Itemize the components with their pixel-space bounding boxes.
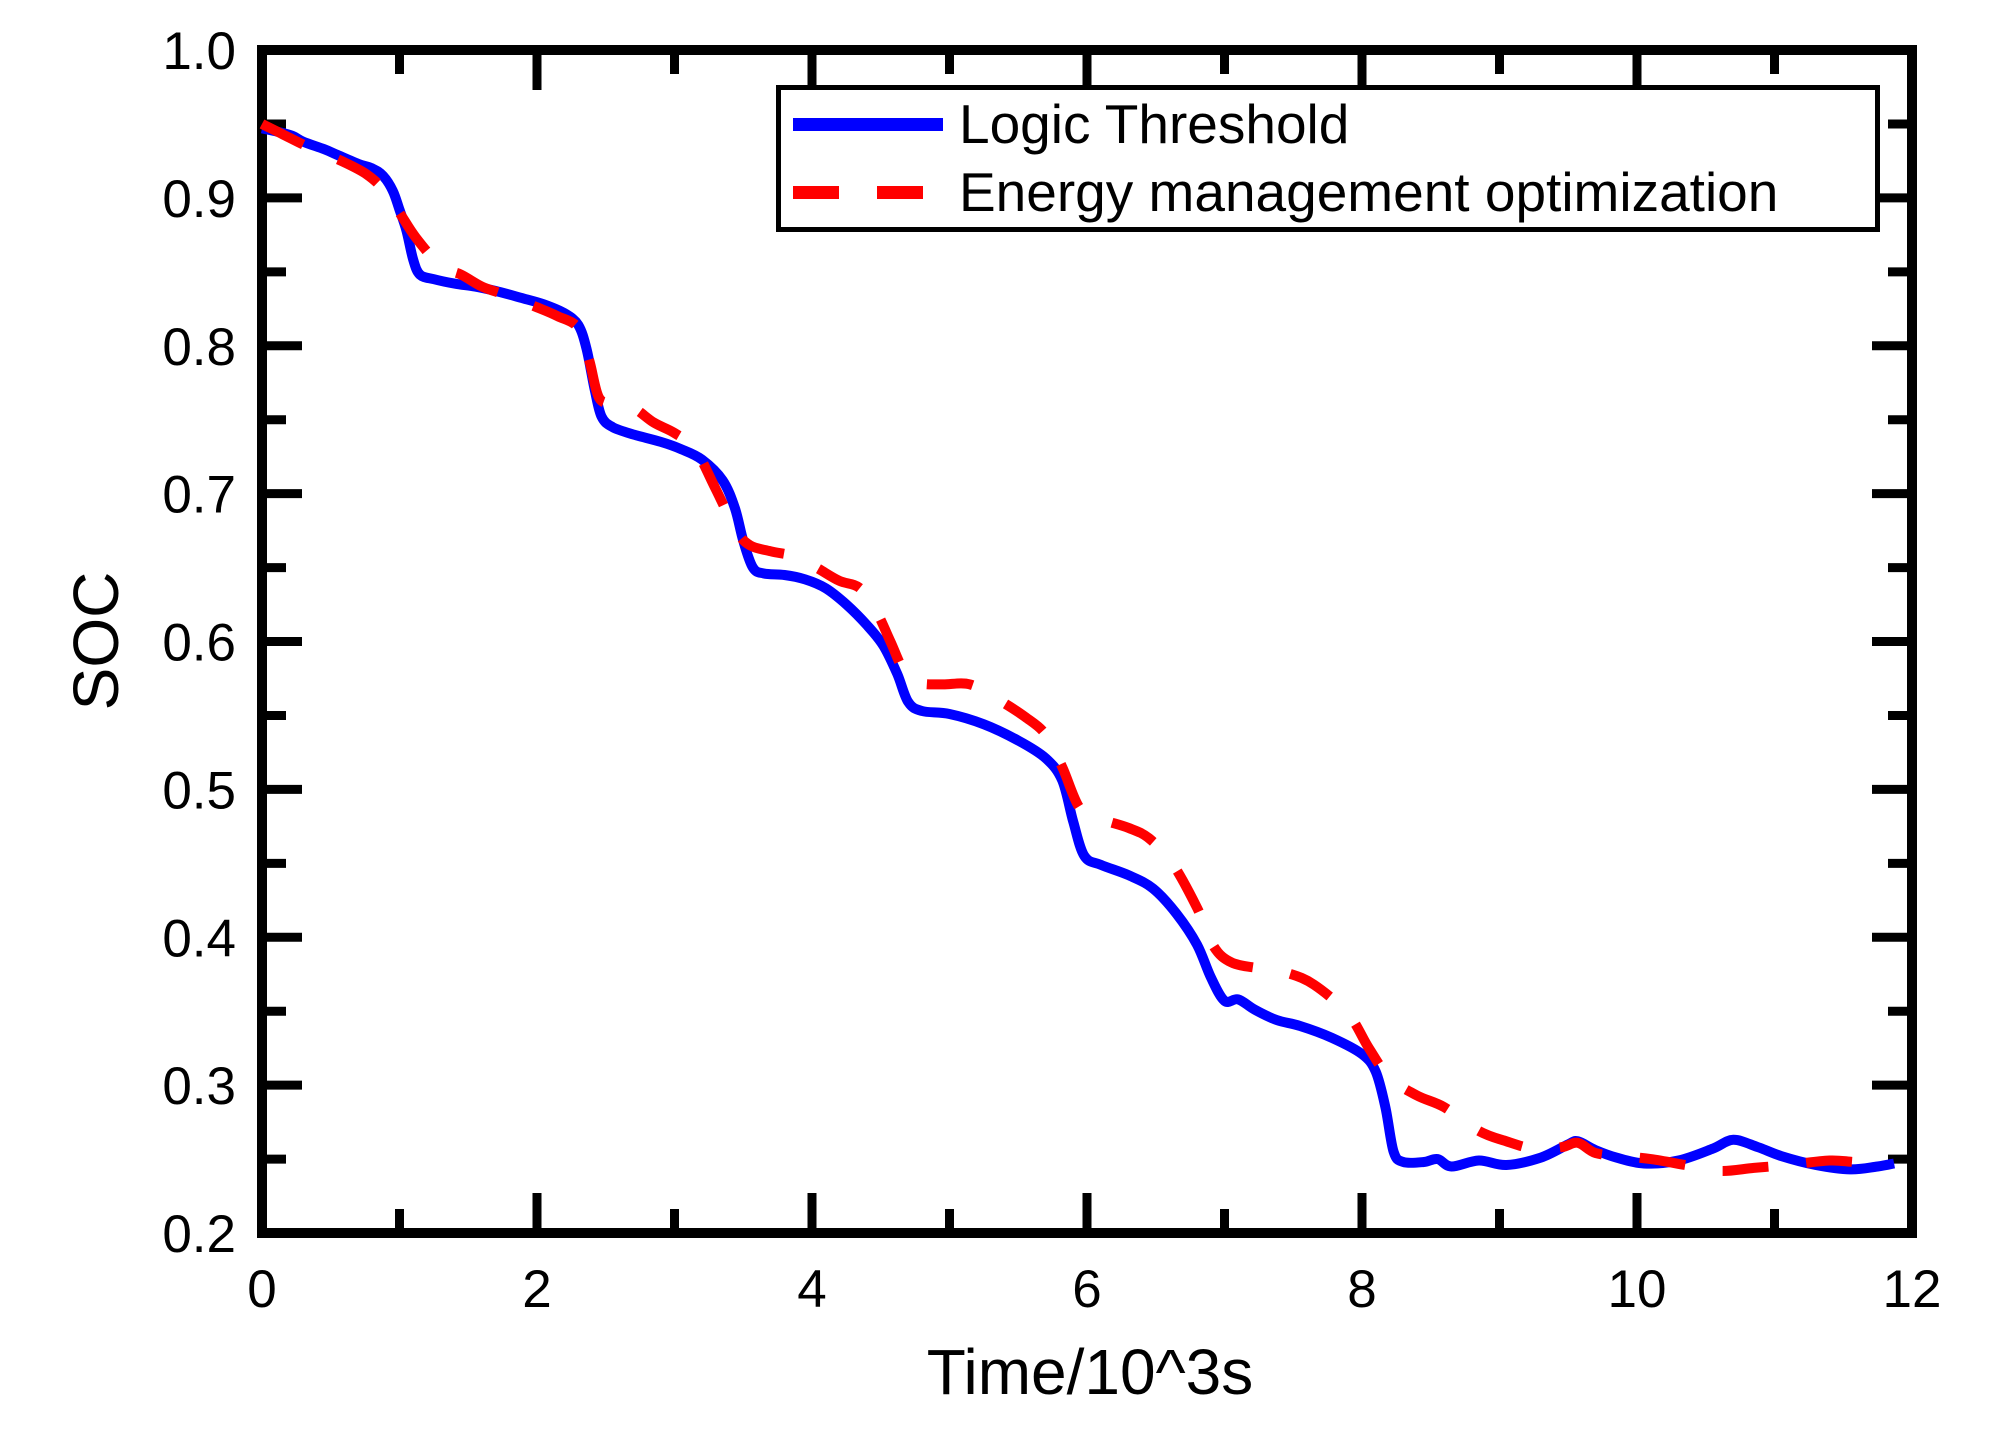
- y-tick-label: 0.5: [162, 761, 236, 820]
- x-tick-label: 12: [1883, 1260, 1942, 1319]
- legend-item-energy-management: Energy management optimization: [793, 159, 1875, 227]
- y-tick-label: 0.6: [162, 614, 236, 673]
- y-axis-title: SOC: [60, 571, 132, 711]
- y-tick-label: 0.4: [162, 909, 236, 968]
- legend: Logic Threshold Energy management optimi…: [776, 85, 1880, 232]
- axis-frame: [257, 45, 1917, 1238]
- x-tick-label: 2: [522, 1260, 551, 1319]
- x-tick-label: 0: [247, 1260, 276, 1319]
- x-axis-title: Time/10^3s: [926, 1336, 1254, 1408]
- legend-label-logic-threshold: Logic Threshold: [959, 93, 1350, 155]
- x-tick-label: 4: [797, 1260, 826, 1319]
- legend-line-solid: [793, 118, 943, 131]
- x-tick-label: 8: [1347, 1260, 1376, 1319]
- y-tick-label: 0.2: [162, 1205, 236, 1264]
- x-tick-label: 10: [1608, 1260, 1667, 1319]
- y-tick-label: 0.8: [162, 318, 236, 377]
- series-line-dashed: [259, 119, 1885, 1176]
- series-line-solid: [260, 123, 1896, 1175]
- legend-item-logic-threshold: Logic Threshold: [793, 91, 1875, 159]
- y-tick-label: 0.3: [162, 1057, 236, 1116]
- y-tick-label: 1.0: [162, 22, 236, 81]
- y-tick-label: 0.7: [162, 466, 236, 525]
- legend-line-dashed: [793, 186, 943, 199]
- x-tick-label: 6: [1072, 1260, 1101, 1319]
- y-tick-label: 0.9: [162, 170, 236, 229]
- legend-label-energy-management: Energy management optimization: [959, 161, 1779, 223]
